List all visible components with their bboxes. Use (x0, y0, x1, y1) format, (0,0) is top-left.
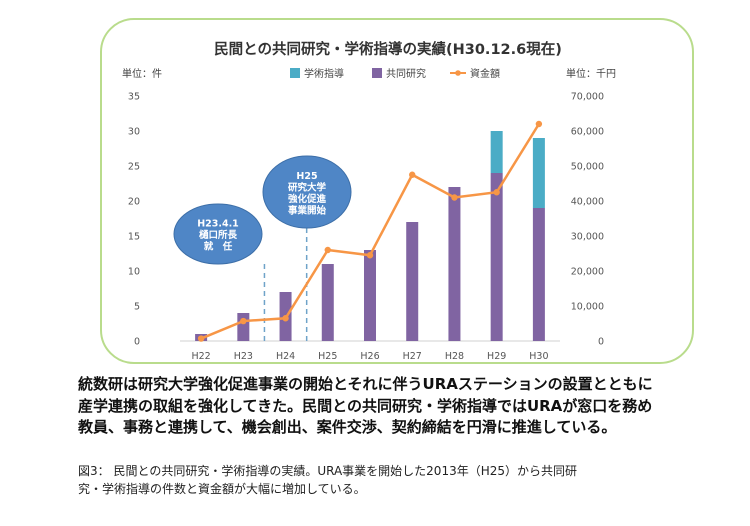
right-axis-tick-label: 20,000 (571, 267, 604, 278)
bar (237, 313, 250, 341)
legend-swatch (372, 68, 382, 78)
chart-frame (100, 18, 694, 364)
bar (321, 264, 334, 341)
annotation-text: H23.4.1 (197, 219, 239, 230)
legend-label: 共同研究 (386, 67, 426, 80)
left-axis-unit: 単位：件 (122, 67, 162, 80)
right-axis-unit: 単位：千円 (566, 67, 616, 80)
left-axis-tick-label: 15 (128, 232, 140, 243)
chart-title: 民間との共同研究・学術指導の実績(H30.12.6現在) (214, 40, 562, 58)
x-axis-tick-label: H27 (403, 351, 422, 362)
left-axis-tick-label: 35 (128, 92, 140, 103)
fund-point (240, 317, 247, 325)
annotation-text: 研究大学 (288, 181, 327, 193)
annotation-text: 樋口所長 (199, 229, 238, 241)
x-axis-tick-label: H22 (191, 351, 210, 362)
legend: 学術指導 共同研究 資金額 (290, 67, 500, 80)
annotation-text: 事業開始 (288, 204, 327, 216)
bar (448, 187, 461, 341)
x-axis-tick-label: H25 (318, 351, 337, 362)
bar (364, 250, 376, 341)
bar (406, 222, 419, 341)
annotation-bubble (173, 203, 263, 265)
x-axis-tick-label: H30 (529, 351, 548, 362)
right-axis-tick-label: 40,000 (571, 197, 604, 208)
description-line-1: 統数研は研究大学強化促進事業の開始とそれに伴うURAステーションの設置とともに (78, 375, 653, 393)
combo-chart: 民間との共同研究・学術指導の実績(H30.12.6現在) 単位：件 単位：千円 … (122, 40, 616, 362)
annotation-bubble (262, 155, 352, 229)
fund-point (324, 246, 331, 254)
caption-line-1: 図3： 民間との共同研究・学術指導の実績。URA事業を開始した2013年（H25… (78, 464, 578, 478)
left-axis-tick-label: 20 (128, 197, 140, 208)
right-axis-tick-label: 50,000 (571, 162, 604, 173)
right-axis-tick-label: 70,000 (571, 92, 604, 103)
bar (490, 173, 503, 341)
fund-point (366, 252, 374, 259)
fund-point (535, 120, 543, 128)
left-axis-tick-label: 30 (128, 127, 140, 138)
bar (490, 131, 503, 173)
fund-point (282, 315, 289, 322)
annotation-text: 強化促進 (288, 193, 327, 205)
description-line-3: 教員、事務と連携して、機会創出、案件交渉、契約締結を円滑に推進している。 (78, 418, 617, 436)
right-axis-tick-label: 60,000 (571, 127, 604, 138)
legend-label: 学術指導 (304, 67, 344, 80)
legend-label: 資金額 (470, 67, 500, 80)
fund-point (493, 189, 500, 196)
left-axis-tick-label: 5 (134, 302, 140, 313)
left-axis-tick-label: 0 (134, 337, 140, 348)
legend-line-marker (455, 70, 461, 76)
caption-line-2: 究・学術指導の件数と資金額が大幅に増加している。 (78, 482, 366, 496)
line-series (197, 120, 543, 342)
bar (532, 138, 545, 208)
left-axis-tick-label: 10 (128, 267, 140, 278)
figure-caption: 図3： 民間との共同研究・学術指導の実績。URA事業を開始した2013年（H25… (78, 462, 698, 498)
bar (532, 208, 545, 341)
right-axis-tick-label: 0 (598, 337, 604, 348)
left-axis: 0 5 10 15 20 25 30 35 (128, 92, 140, 348)
description-text: 統数研は研究大学強化促進事業の開始とそれに伴うURAステーションの設置とともに … (78, 374, 698, 439)
x-axis-tick-label: H24 (276, 351, 295, 362)
right-axis: 0 10,000 20,000 30,000 40,000 50,000 60,000 70,… (571, 92, 604, 348)
x-axis-tick-label: H26 (360, 351, 379, 362)
description-line-2: 産学連携の取組を強化してきた。民間との共同研究・学術指導ではURAが窓口を務め (78, 396, 653, 415)
left-axis-tick-label: 25 (128, 162, 140, 173)
annotation-text: H25 (296, 171, 317, 182)
right-axis-tick-label: 30,000 (571, 232, 604, 243)
x-axis-tick-label: H29 (487, 351, 506, 362)
fund-point (409, 171, 416, 178)
x-axis-tick-label: H23 (234, 351, 253, 362)
x-axis-tick-label: H28 (445, 351, 464, 362)
fund-point (197, 335, 205, 342)
x-axis: H22 H23 H24 H25 H26 H27 H28 H29 H30 (180, 340, 560, 362)
bar-series (195, 131, 545, 341)
annotation-text: 就 任 (204, 241, 233, 253)
right-axis-tick-label: 10,000 (571, 302, 604, 313)
legend-swatch (290, 68, 300, 78)
fund-point (451, 194, 458, 201)
